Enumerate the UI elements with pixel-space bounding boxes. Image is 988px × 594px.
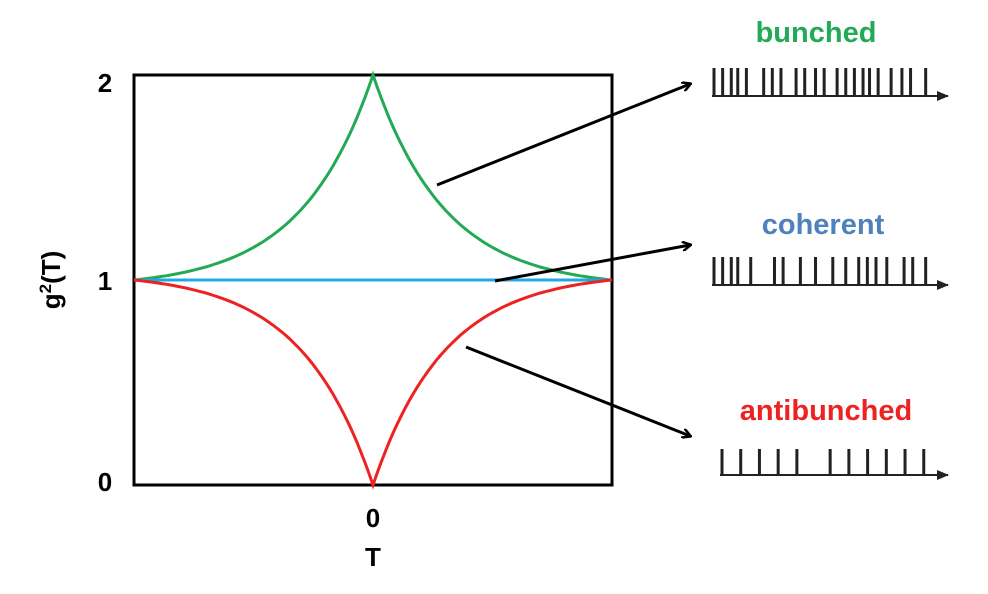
bunched-curve [133,70,613,282]
y-tick-1: 1 [98,266,112,296]
coherent-arrow [494,245,690,283]
x-axis-label: T [365,542,381,572]
x-tick-0: 0 [366,503,380,533]
coherent-label: coherent [762,209,885,241]
y-tick-0: 0 [98,467,112,497]
antibunched-label: antibunched [740,395,912,427]
coherent-photon-stream [712,257,928,285]
antibunched-photon-stream [720,449,926,475]
antibunched-arrow [465,345,690,436]
y-tick-2: 2 [98,68,112,98]
bunched-label: bunched [756,17,877,49]
bunched-arrow [436,84,690,187]
bunched-photon-stream [712,68,928,96]
y-axis-label: g2(T) [36,251,66,310]
antibunched-curve [133,278,613,490]
